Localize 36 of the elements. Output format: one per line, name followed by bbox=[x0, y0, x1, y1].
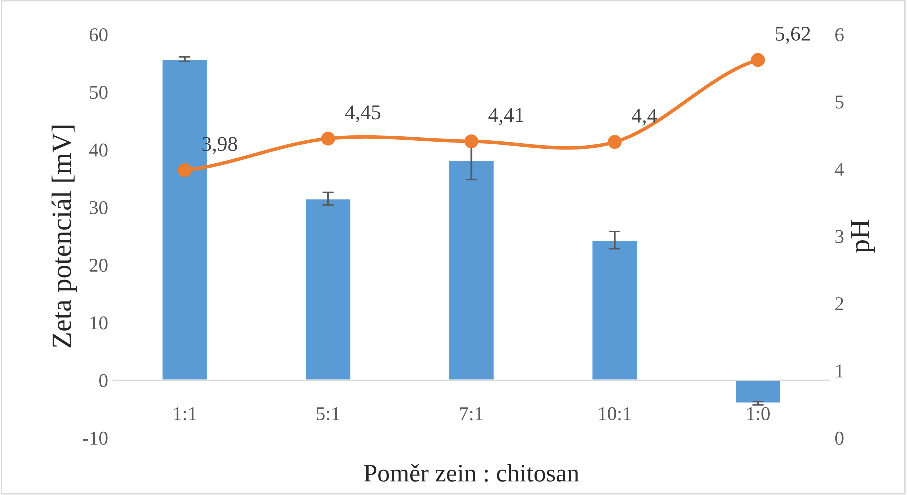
y2-axis-title: pH bbox=[851, 220, 876, 253]
bar bbox=[591, 240, 639, 382]
y-tick-label: 50 bbox=[90, 86, 108, 100]
y-axis-title: Zeta potenciál [mV] bbox=[52, 126, 78, 348]
data-label: 5,62 bbox=[776, 26, 810, 44]
y-tick-label: 30 bbox=[90, 201, 108, 214]
point bbox=[751, 53, 766, 68]
y-tick-label: -10 bbox=[83, 432, 108, 446]
point bbox=[464, 134, 479, 148]
y2-tick-label: 2 bbox=[836, 297, 844, 310]
data-label: 4,4 bbox=[632, 109, 658, 126]
y2-tick-label: 0 bbox=[836, 432, 844, 446]
x-tick-label: 1:1 bbox=[174, 407, 196, 421]
x-tick-label: 1:0 bbox=[748, 407, 770, 421]
y-tick-label: 20 bbox=[90, 258, 108, 272]
y2-tick-label: 5 bbox=[836, 96, 844, 109]
bar bbox=[734, 380, 782, 404]
data-label: 4,45 bbox=[345, 106, 381, 123]
x-tick-label: 10:1 bbox=[599, 407, 632, 421]
y2-tick-label: 4 bbox=[835, 163, 844, 176]
point bbox=[608, 135, 622, 150]
x-axis-title: Poměr zein : chitosan bbox=[364, 464, 580, 482]
bar bbox=[448, 160, 496, 382]
y-tick-label: 60 bbox=[90, 28, 108, 42]
y2-tick-label: 3 bbox=[836, 230, 844, 244]
y2-tick-label: 1 bbox=[836, 364, 844, 378]
y2-tick-label: 6 bbox=[836, 28, 844, 42]
x-tick-label: 7:1 bbox=[460, 407, 483, 421]
y-tick-label: 40 bbox=[89, 144, 108, 157]
x-tick-label: 5:1 bbox=[317, 407, 340, 421]
data-label: 4,41 bbox=[488, 108, 524, 126]
y-tick-label: 10 bbox=[90, 316, 108, 330]
bar bbox=[304, 198, 352, 382]
y-tick-label: 0 bbox=[100, 374, 108, 388]
point bbox=[321, 132, 336, 146]
point bbox=[178, 164, 192, 178]
